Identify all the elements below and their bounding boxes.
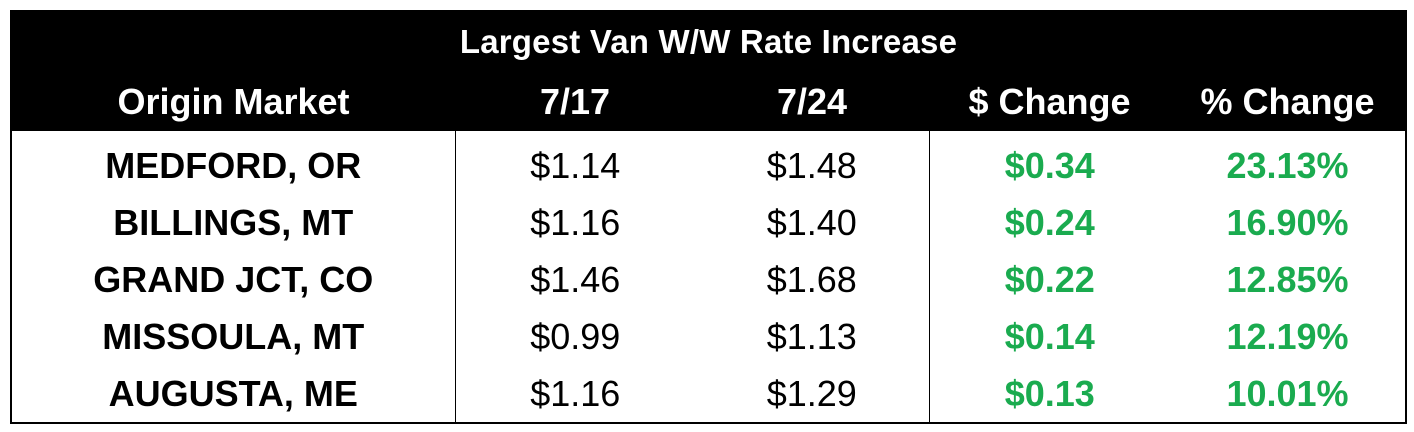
- rate-7-17-cell: $1.46: [454, 251, 695, 308]
- percent-change-cell: 10.01%: [1226, 372, 1349, 414]
- table-title: Largest Van W/W Rate Increase: [11, 11, 1407, 72]
- dollar-change-cell: $0.24: [928, 194, 1170, 251]
- column-header-7-24: 7/24: [695, 72, 929, 131]
- rate-7-24-cell: $1.29: [766, 372, 857, 414]
- rate-7-17-cell: $1.16: [454, 194, 695, 251]
- origin-market-cell: AUGUSTA, ME: [108, 372, 358, 414]
- rate-7-17-cell: $0.99: [454, 308, 695, 365]
- rate-7-17-cell: $1.14: [454, 131, 695, 194]
- dollar-change-cell: $0.22: [928, 251, 1170, 308]
- percent-change-cell: 12.85%: [1226, 258, 1349, 300]
- table-title-row: Largest Van W/W Rate Increase: [11, 11, 1407, 72]
- dollar-change-cell: $0.34: [928, 131, 1170, 194]
- table-row: AUGUSTA, ME $1.16 $1.29 $0.13 10.01%: [11, 365, 1406, 423]
- column-header-7-17: 7/17: [455, 72, 695, 131]
- rate-7-17-cell: $1.16: [454, 365, 695, 423]
- column-header-origin-market: Origin Market: [11, 72, 455, 131]
- table-row: MISSOULA, MT $0.99 $1.13 $0.14 12.19%: [11, 308, 1406, 365]
- rate-7-24-cell: $1.40: [766, 201, 857, 243]
- table-row: MEDFORD, OR $1.14 $1.48 $0.34 23.13%: [11, 131, 1406, 194]
- dollar-change-cell: $0.14: [928, 308, 1170, 365]
- origin-market-cell: GRAND JCT, CO: [93, 258, 374, 300]
- rate-7-24-cell: $1.13: [766, 315, 857, 357]
- percent-change-cell: 23.13%: [1226, 144, 1349, 186]
- origin-market-cell: BILLINGS, MT: [113, 201, 354, 243]
- percent-change-cell: 12.19%: [1226, 315, 1349, 357]
- rate-7-24-cell: $1.68: [766, 258, 857, 300]
- table-row: GRAND JCT, CO $1.46 $1.68 $0.22 12.85%: [11, 251, 1406, 308]
- percent-change-cell: 16.90%: [1226, 201, 1349, 243]
- rate-7-24-cell: $1.48: [766, 144, 857, 186]
- origin-market-cell: MEDFORD, OR: [105, 144, 362, 186]
- rate-increase-table: Largest Van W/W Rate Increase Origin Mar…: [10, 10, 1408, 424]
- table-row: BILLINGS, MT $1.16 $1.40 $0.24 16.90%: [11, 194, 1406, 251]
- column-header-row: Origin Market 7/17 7/24 $ Change % Chang…: [11, 72, 1407, 131]
- dollar-change-cell: $0.13: [928, 365, 1170, 423]
- column-header-dollar-change: $ Change: [929, 72, 1170, 131]
- origin-market-cell: MISSOULA, MT: [102, 315, 365, 357]
- column-header-percent-change: % Change: [1170, 72, 1407, 131]
